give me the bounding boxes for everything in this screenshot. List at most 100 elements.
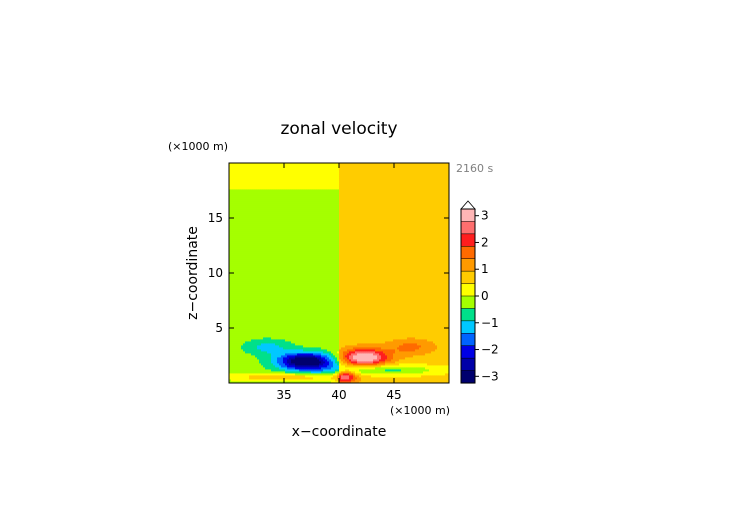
field-cell [413,347,416,350]
field-cell [365,325,368,328]
field-cell [347,379,350,382]
field-cell [273,373,276,376]
field-cell [429,367,432,370]
field-cell [229,379,232,382]
field-cell [261,345,264,348]
field-cell [333,351,336,354]
field-cell [447,331,450,334]
field-cell [273,343,276,346]
field-cell [407,317,410,320]
field-cell [327,329,330,332]
field-cell [279,339,282,342]
field-cell [251,355,254,358]
field-cell [409,353,412,356]
field-cell [293,353,296,356]
field-cell [291,311,294,314]
field-cell [337,371,340,374]
field-cell [381,323,384,326]
field-cell [375,321,378,324]
field-cell [377,309,380,312]
field-cell [371,315,374,318]
field-cell [357,335,360,338]
field-cell [291,373,294,376]
field-cell [367,339,370,342]
field-cell [345,367,348,370]
field-cell [307,357,310,360]
field-cell [415,339,418,342]
field-cell [447,367,450,370]
field-cell [263,331,266,334]
field-cell [259,321,262,324]
field-cell [293,361,296,364]
field-cell [363,347,366,350]
field-cell [435,357,438,360]
field-cell [309,367,312,370]
field-cell [355,343,358,346]
field-cell [405,339,408,342]
field-cell [379,369,382,372]
field-cell [433,323,436,326]
field-cell [317,307,320,310]
field-cell [427,341,430,344]
field-cell [379,337,382,340]
field-cell [293,357,296,360]
field-cell [303,335,306,338]
field-cell [255,341,258,344]
field-cell [339,337,342,340]
field-cell [339,345,342,348]
field-cell [421,353,424,356]
field-cell [361,347,364,350]
field-cell [365,359,368,362]
field-cell [387,361,390,364]
field-cell [277,315,280,318]
field-cell [255,321,258,324]
field-cell [393,341,396,344]
field-cell [413,381,416,384]
field-cell [311,305,314,308]
field-cell [437,365,440,368]
field-cell [335,355,338,358]
field-cell [435,343,438,346]
field-cell [393,367,396,370]
field-cell [239,373,242,376]
field-cell [445,307,448,310]
field-cell [379,353,382,356]
field-cell [281,325,284,328]
field-cell [427,379,430,382]
field-cell [301,329,304,332]
field-cell [271,369,274,372]
field-cell [331,303,334,306]
field-cell [337,343,340,346]
field-cell [373,361,376,364]
field-cell [385,371,388,374]
field-cell [325,321,328,324]
field-cell [307,343,310,346]
field-cell [407,371,410,374]
field-cell [435,339,438,342]
field-cell [291,341,294,344]
field-cell [403,349,406,352]
field-cell [347,325,350,328]
field-cell [297,351,300,354]
field-cell [301,311,304,314]
field-cell [369,305,372,308]
field-cell [311,361,314,364]
field-cell [407,381,410,384]
field-cell [299,313,302,316]
field-cell [263,349,266,352]
field-cell [443,319,446,322]
field-cell [385,317,388,320]
field-cell [317,343,320,346]
field-cell [351,321,354,324]
field-cell [305,349,308,352]
field-cell [315,379,318,382]
field-cell [385,351,388,354]
field-cell [301,305,304,308]
field-cell [371,353,374,356]
field-cell [437,323,440,326]
field-cell [287,359,290,362]
field-cell [307,361,310,364]
field-cell [431,375,434,378]
field-cell [327,311,330,314]
field-cell [263,309,266,312]
